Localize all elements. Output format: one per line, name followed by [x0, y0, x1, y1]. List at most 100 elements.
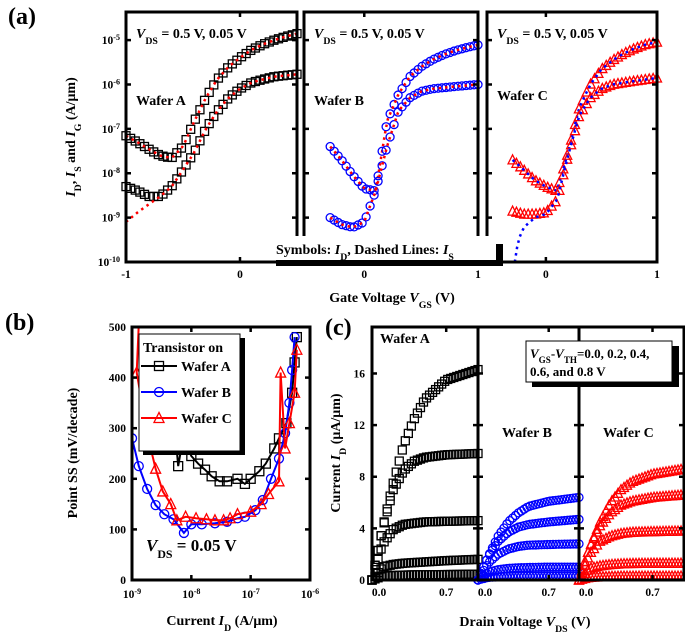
id-marker-wafer-c [616, 48, 628, 60]
ss-line-wafer-c [135, 327, 298, 522]
id-vds-marker [373, 554, 383, 564]
id-vds-marker [554, 516, 564, 526]
x-axis-title: Drain Voltage VDS (V) [459, 615, 590, 633]
id-vds-marker [536, 540, 547, 550]
wafer-label: Wafer A [136, 94, 187, 109]
ss-marker [272, 474, 286, 487]
id-vds-marker [585, 537, 597, 549]
id-marker-wafer-b [441, 49, 451, 59]
y-axis-title-part: (A/μm) [64, 77, 79, 124]
tick-exponent: -6 [312, 587, 319, 596]
panel-label-b: (b) [5, 310, 34, 336]
id-vds-marker [461, 368, 471, 379]
id-vds-marker [394, 522, 404, 532]
y-tick-label: 10-6 [102, 77, 120, 92]
id-vds-marker [418, 453, 429, 463]
id-vds-marker [412, 570, 423, 580]
id-vds-marker [452, 449, 462, 460]
id-vds-marker [409, 570, 420, 580]
vgs-vth-note: 0.6, and 0.8 V [530, 364, 606, 379]
vds-annotation: VDS = 0.5 V, 0.05 V [314, 27, 425, 47]
symbols-note-part: , Dashed Lines: [347, 243, 443, 258]
id-vds-marker [464, 449, 474, 459]
id-vds-marker [440, 516, 450, 526]
y-axis-title-part: Current [329, 460, 344, 512]
id-vds-marker [559, 562, 570, 572]
vgs-vth-note-part: GS [539, 355, 551, 365]
id-vds-marker [533, 562, 544, 572]
id-vds-marker [562, 515, 573, 525]
id-marker-wafer-c [628, 42, 640, 54]
id-marker-wafer-a [181, 134, 191, 145]
id-vds-marker [461, 449, 471, 459]
ss-marker [186, 519, 197, 530]
id-vds-marker [522, 562, 532, 573]
vds-annotation: VDS = 0.05 V [146, 536, 237, 561]
id-vds-marker [562, 562, 573, 572]
id-vds-marker [505, 563, 515, 573]
id-vds-marker [391, 467, 401, 477]
vgs-vth-note-part: V [530, 346, 540, 361]
id-vds-marker [600, 511, 612, 524]
tick-exponent: -9 [113, 210, 120, 219]
id-vds-marker [510, 563, 521, 573]
id-vds-marker [609, 528, 621, 540]
x-tick-label: 0.0 [579, 587, 594, 599]
x-axis-title-part: (A/μm) [231, 614, 278, 629]
id-vds-marker [412, 455, 423, 465]
id-marker-wafer-b [389, 99, 399, 110]
id-marker-wafer-a [190, 145, 200, 155]
ss-marker [289, 331, 300, 343]
id-marker-wafer-c [581, 85, 593, 97]
id-vds-marker [449, 555, 459, 565]
ss-marker [245, 473, 256, 484]
y-tick-label: 10-10 [98, 255, 120, 270]
ss-marker [231, 507, 244, 520]
y-tick-label: 10-7 [102, 121, 120, 136]
is-dashed-line [329, 83, 479, 229]
id-vds-marker [609, 490, 621, 502]
y-tick-label: 16 [354, 368, 366, 380]
id-vds-marker [591, 560, 603, 572]
x-axis-title-part: (V) [568, 615, 591, 630]
id-vds-marker [458, 516, 468, 526]
id-vds-marker [440, 376, 450, 386]
id-vds-marker [507, 563, 518, 573]
id-vds-marker [490, 537, 500, 547]
wafer-label: Wafer B [502, 426, 552, 441]
id-marker-wafer-b [373, 176, 383, 186]
id-marker-wafer-c [561, 148, 573, 160]
id-vds-marker [551, 539, 561, 549]
id-vds-marker [559, 539, 570, 549]
vgs-vth-note-part: V [555, 346, 565, 361]
id-marker-wafer-b [369, 190, 379, 200]
is-dashed-line [513, 76, 658, 263]
id-vds-marker [412, 408, 423, 418]
id-vds-marker [433, 570, 444, 580]
ss-marker [260, 458, 271, 469]
tick-base: 10 [98, 257, 110, 269]
id-vds-marker [409, 557, 420, 568]
x-axis-title: Current ID (A/μm) [166, 614, 278, 633]
subplot-frame-wafer-c [485, 10, 659, 264]
tick-base: 10 [102, 124, 114, 136]
id-vds-marker [539, 539, 550, 550]
id-marker-wafer-c [538, 206, 550, 218]
id-marker-wafer-b [381, 145, 391, 155]
ss-marker [284, 397, 295, 409]
id-vds-marker [421, 393, 432, 403]
tick-base: 10 [102, 35, 114, 47]
id-vds-marker [513, 563, 524, 573]
x-tick-label: 1 [475, 269, 481, 281]
id-vds-marker [548, 516, 558, 527]
ss-marker [132, 433, 138, 444]
legend-marker [152, 411, 166, 424]
id-vds-marker [437, 516, 447, 527]
id-marker-wafer-c [577, 103, 589, 115]
ss-marker [289, 357, 300, 368]
tick-base: 10 [242, 589, 254, 601]
wafer-label: Wafer B [314, 94, 364, 109]
id-vds-marker [591, 538, 603, 550]
tick-base: 10 [123, 589, 135, 601]
id-vds-marker [582, 545, 594, 557]
